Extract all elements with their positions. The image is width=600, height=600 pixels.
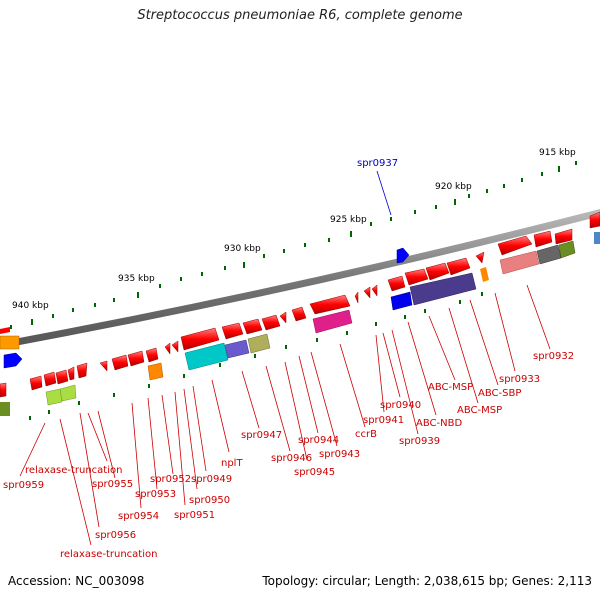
gene-arrow [180,327,220,351]
gene-arrow [425,262,450,281]
gene-arrow [111,354,129,371]
gene-arrow [3,352,23,369]
ruler-label: 930 kbp [224,244,261,254]
gene-arrows-forward [0,211,600,398]
feature-box [409,272,477,306]
topology-label: Topology: circular; Length: 2,038,615 bp… [262,574,592,588]
gene-label: spr0952 [150,474,191,485]
gene-label: spr0954 [118,511,159,522]
gene-label: ABC-MSP [428,382,473,393]
gene-arrow [371,284,378,297]
feature-box [390,291,413,311]
gene-label: spr0946 [271,453,312,464]
feature-track [0,232,600,416]
gene-label: spr0953 [135,489,176,500]
gene-arrow [171,340,179,353]
gene-arrow [396,247,410,264]
gene-arrow [261,314,281,331]
gene-label: spr0959 [3,480,44,491]
gene-arrow [497,235,533,256]
gene-box [0,335,20,350]
feature-box [247,333,271,354]
gene-label: ABC-MSP [457,405,502,416]
gene-arrow [55,369,69,385]
gene-arrow [309,294,351,315]
ruler-label: 920 kbp [435,182,472,192]
ruler-label: 915 kbp [539,148,576,158]
gene-label: spr0951 [174,510,215,521]
feature-box [558,240,576,259]
gene-arrow [221,322,244,340]
feature-box [594,232,600,244]
feature-box [536,244,562,265]
gene-label: spr0939 [399,436,440,447]
ruler-ticks [10,161,577,420]
gene-arrow [387,275,406,292]
ruler-label: 935 kbp [118,274,155,284]
gene-arrow [446,257,471,276]
gene-arrow [145,347,159,363]
gene-label: spr0944 [298,435,339,446]
gene-arrow [164,342,171,355]
gene-label: ccrB [355,429,377,440]
gene-label: relaxase-truncation [60,549,157,560]
accession-label: Accession: NC_003098 [8,574,145,588]
gene-arrow [533,230,553,248]
gene-arrow [127,350,145,367]
gene-arrows-other [0,247,410,369]
ruler-label: 940 kbp [12,301,49,311]
gene-label: spr0941 [363,415,404,426]
gene-label: spr0932 [533,351,574,362]
gene-label: spr0950 [189,495,230,506]
gene-label: spr0945 [294,467,335,478]
gene-label: nplT [221,458,243,469]
gene-arrow [475,251,485,264]
gene-arrow [589,211,600,229]
gene-label: spr0949 [191,474,232,485]
feature-box [480,267,489,282]
gene-arrow [404,268,429,286]
gene-arrow [43,371,57,387]
gene-arrow [363,286,371,299]
feature-box [312,309,353,334]
gene-arrow [554,228,573,245]
gene-arrow [242,318,263,335]
gene-arrow [354,291,359,304]
gene-label: spr0943 [319,449,360,460]
gene-label: relaxase-truncation [25,465,122,476]
gene-arrow [0,382,7,398]
gene-arrow [29,375,43,391]
feature-box [224,339,250,359]
gene-arrow [0,327,10,334]
feature-box [0,402,10,416]
gene-arrow [279,311,287,324]
gene-label: spr0937 [357,158,398,169]
gene-label: spr0933 [499,374,540,385]
gene-label: ABC-SBP [478,388,521,399]
feature-box [59,384,77,402]
gene-label: spr0947 [241,430,282,441]
gene-label: spr0940 [380,400,421,411]
gene-arrow [291,306,307,322]
feature-box [499,250,540,275]
gene-label: spr0956 [95,530,136,541]
ruler-label: 925 kbp [330,215,367,225]
leader-lines [19,170,551,546]
genome-backbone [0,208,600,349]
feature-box [147,362,164,381]
gene-arrow [67,366,75,381]
map-title: Streptococcus pneumoniae R6, complete ge… [137,8,463,23]
gene-arrow [76,362,88,379]
gene-label: spr0955 [92,479,133,490]
gene-label: ABC-NBD [416,418,462,429]
gene-arrow [99,360,108,372]
feature-box [45,388,63,406]
feature-box [184,342,229,371]
